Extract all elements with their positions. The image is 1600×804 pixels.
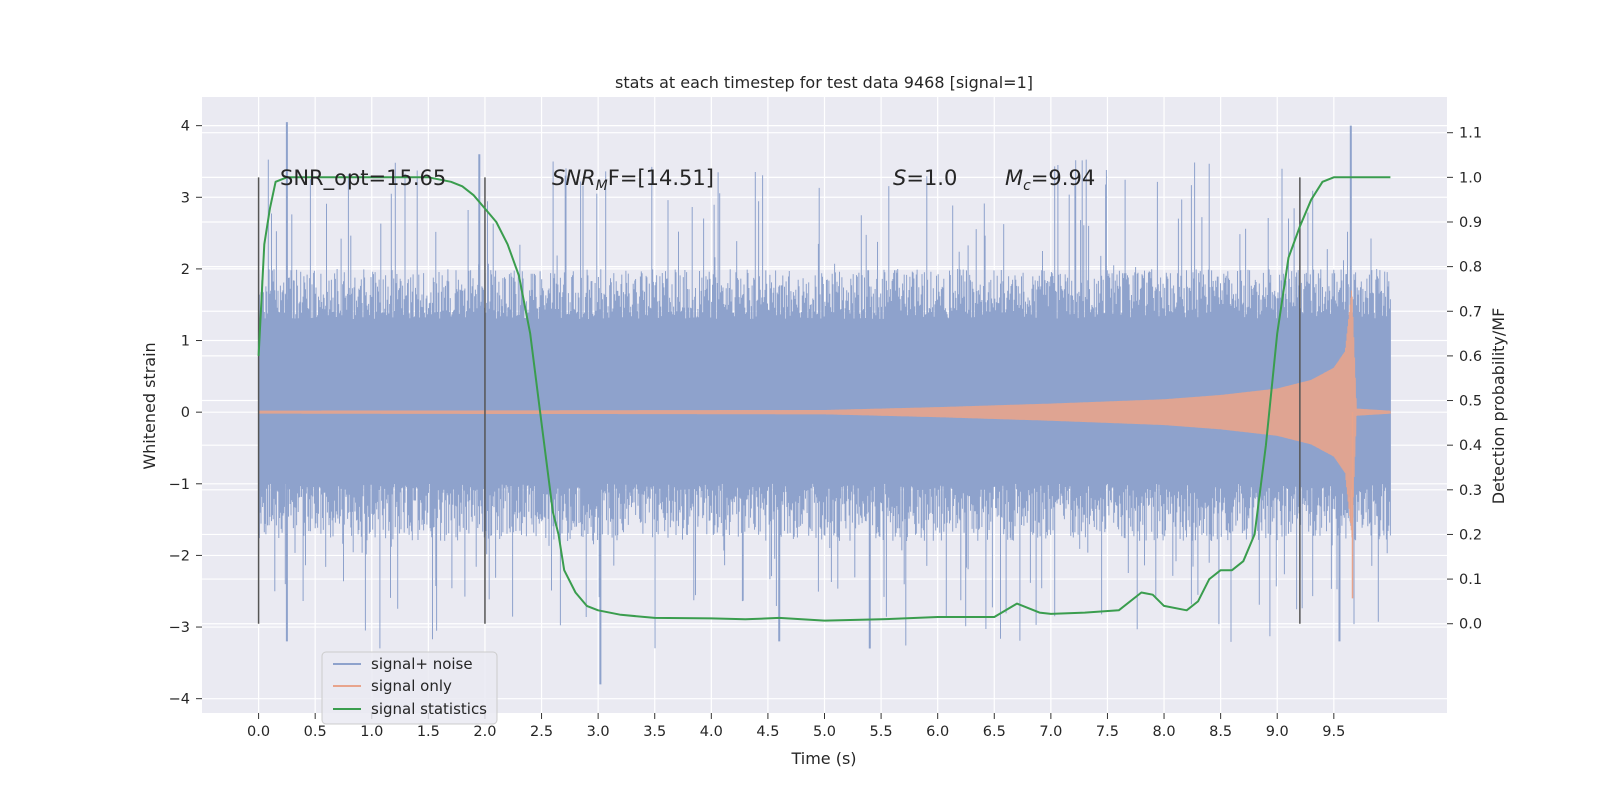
y2-tick-label: 0.3 [1459, 483, 1482, 499]
y2-tick-label: 0.1 [1459, 572, 1482, 588]
x-tick-label: 1.0 [360, 724, 383, 740]
x-axis-ticks: 0.0 0.5 1.0 1.5 2.0 2.5 3.0 3.5 4.0 4.5 5.0 5.5 6.0 6… [247, 713, 1345, 740]
legend-box [321, 651, 498, 725]
x-tick-label: 2.5 [530, 724, 553, 740]
y-tick-label: 3 [181, 190, 190, 206]
y-tick-label: 1 [181, 334, 190, 350]
x-tick-label: 8.5 [1209, 724, 1232, 740]
y-tick-label: −1 [169, 477, 190, 493]
annotation-mc-sub: c [1023, 178, 1031, 194]
annotation-s-rest: =1.0 [906, 166, 957, 190]
x-tick-label: 4.5 [756, 724, 779, 740]
signal-only-line [258, 290, 1391, 538]
vertical-markers [257, 177, 1301, 624]
x-tick-label: 4.0 [700, 724, 723, 740]
y2-tick-label: 0.5 [1459, 394, 1482, 410]
chart-title: stats at each timestep for test data 946… [615, 73, 1033, 92]
x-tick-label: 2.0 [473, 724, 496, 740]
y2-axis-ticks: 1.1 1.0 0.9 0.8 0.7 0.6 0.5 0.4 0.3 0.2 0.1 0.0 [1447, 126, 1482, 633]
x-tick-label: 3.5 [643, 724, 666, 740]
legend: signal+ noise signal only signal statist… [321, 651, 498, 725]
y2-tick-label: 0.9 [1459, 215, 1482, 231]
annotation-mc-var: M [1005, 166, 1023, 190]
signal-only-series [258, 290, 1391, 599]
y-tick-label: −3 [169, 620, 190, 636]
x-tick-label: 7.5 [1096, 724, 1119, 740]
legend-label-signal-noise: signal+ noise [371, 655, 473, 673]
x-tick-label: 7.0 [1039, 724, 1062, 740]
y2-tick-label: 0.8 [1459, 260, 1482, 276]
x-tick-label: 3.0 [587, 724, 610, 740]
x-tick-label: 1.5 [417, 724, 440, 740]
x-tick-label: 5.5 [870, 724, 893, 740]
y-tick-label: 4 [181, 119, 190, 135]
x-tick-label: 5.0 [813, 724, 836, 740]
x-tick-label: 9.0 [1266, 724, 1289, 740]
y-tick-label: −4 [169, 692, 190, 708]
x-tick-label: 0.5 [304, 724, 327, 740]
annotation-snr-mf-base: SNR [552, 166, 596, 190]
x-tick-label: 6.5 [983, 724, 1006, 740]
annotation-snr-mf-sub: M [596, 178, 608, 194]
x-tick-label: 8.0 [1153, 724, 1176, 740]
legend-label-signal-only: signal only [371, 677, 452, 695]
annotation-snr-mf-rest: F=[14.51] [608, 166, 714, 190]
y2-tick-label: 1.0 [1459, 170, 1482, 186]
annotation-snr-opt: SNR_opt=15.65 [280, 166, 446, 191]
signal-statistics-line [257, 176, 1391, 622]
x-tick-label: 0.0 [247, 724, 270, 740]
annotation-s: S=1.0 [893, 166, 957, 190]
x-tick-label: 9.5 [1322, 724, 1345, 740]
x-tick-label: 6.0 [926, 724, 949, 740]
y2-axis-label: Detection probability/MF [1489, 308, 1508, 505]
y2-tick-label: 0.6 [1459, 349, 1482, 365]
y2-tick-label: 0.0 [1459, 617, 1482, 633]
y-tick-label: 0 [181, 405, 190, 421]
y-axis-label: Whitened strain [140, 342, 159, 469]
legend-label-signal-statistics: signal statistics [371, 700, 487, 718]
y2-tick-label: 1.1 [1459, 126, 1482, 142]
y-axis-ticks: 4 3 2 1 0 −1 −2 −3 −4 [169, 119, 202, 708]
annotation-s-var: S [893, 166, 906, 190]
y-tick-label: 2 [181, 262, 190, 278]
annotation-mc-rest: =9.94 [1031, 166, 1095, 190]
y-tick-label: −2 [169, 548, 190, 564]
y2-tick-label: 0.2 [1459, 527, 1482, 543]
y2-tick-label: 0.4 [1459, 438, 1482, 454]
annotation-snr-mf: SNRMF=[14.51] [552, 166, 714, 194]
x-axis-label: Time (s) [790, 749, 856, 768]
signal-statistics-series [257, 176, 1391, 622]
y2-tick-label: 0.7 [1459, 304, 1482, 320]
annotation-mc: Mc=9.94 [1005, 166, 1095, 194]
